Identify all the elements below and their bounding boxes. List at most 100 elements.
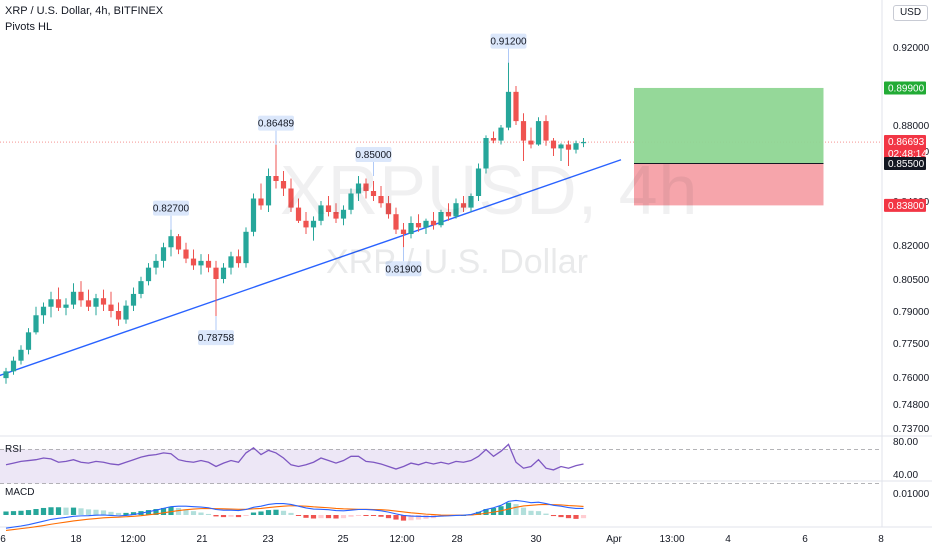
macd-histogram-bar	[558, 515, 564, 518]
candle	[355, 176, 362, 201]
candle	[528, 127, 534, 149]
y-tick-label: 0.79000	[893, 307, 930, 318]
x-tick-label: 30	[530, 534, 542, 545]
trendline	[0, 159, 622, 377]
macd-histogram-bar	[123, 512, 129, 515]
macd-histogram-bar	[130, 512, 137, 515]
candle	[550, 138, 557, 156]
indicator-label[interactable]: Pivots HL	[5, 21, 53, 33]
candle-body	[288, 188, 294, 208]
macd-histogram-bar	[10, 511, 17, 515]
candle	[565, 140, 572, 166]
price-label-text: 0.86693	[888, 137, 925, 148]
candle-body	[445, 212, 452, 217]
candle	[160, 242, 167, 268]
candle-body	[453, 203, 459, 217]
pivot-label: 0.78758	[198, 333, 235, 344]
candle	[183, 242, 189, 264]
pivot-label-box	[198, 330, 234, 346]
candle-body	[40, 306, 47, 316]
macd-histogram-bar	[573, 515, 579, 519]
price-label-target	[884, 81, 926, 95]
macd-histogram-bar	[48, 507, 54, 515]
rsi-pane-label[interactable]: RSI	[5, 444, 22, 455]
macd-histogram-bar	[25, 510, 32, 515]
macd-histogram-bar	[160, 507, 167, 515]
candle	[33, 306, 39, 335]
macd-histogram-bar	[408, 515, 414, 521]
candle-body	[520, 121, 527, 141]
candle-body	[363, 183, 369, 191]
candle	[400, 223, 407, 248]
candle-body	[543, 121, 549, 141]
candle-body	[93, 298, 99, 307]
candle	[78, 281, 84, 307]
pivot-label: 0.86489	[258, 119, 295, 130]
macd-histogram-bar	[190, 511, 197, 515]
candle-body	[160, 247, 167, 261]
macd-histogram-bar	[100, 510, 107, 515]
candle	[190, 249, 197, 270]
candle-body	[258, 198, 264, 206]
candle	[505, 62, 512, 131]
candle-body	[498, 127, 504, 141]
macd-pane-label[interactable]: MACD	[5, 487, 35, 498]
macd-histogram-bar	[55, 507, 62, 515]
candle	[228, 251, 234, 275]
candle	[220, 263, 227, 284]
macd-histogram-bar	[483, 509, 489, 515]
candle-body	[348, 193, 354, 210]
candle	[363, 178, 369, 199]
x-tick-label: 25	[337, 534, 349, 545]
macd-histogram-bar	[340, 515, 347, 519]
countdown-label: 02:48:14	[888, 149, 927, 160]
candle-body	[100, 298, 107, 305]
macd-histogram-bar	[528, 510, 534, 515]
x-tick-label: 12:00	[389, 534, 414, 545]
y-tick-label: 0.73700	[893, 424, 930, 435]
macd-histogram-bar	[78, 508, 84, 515]
candle	[408, 216, 414, 239]
candle	[40, 302, 47, 324]
candle-body	[325, 205, 332, 212]
candle-body	[340, 209, 347, 219]
candle-body	[483, 138, 489, 169]
pivot-label: 0.85000	[355, 150, 392, 161]
candle	[438, 209, 444, 228]
macd-histogram-bar	[348, 515, 354, 517]
candle	[520, 113, 527, 161]
macd-histogram-bar	[235, 515, 242, 518]
candle	[325, 196, 332, 217]
candle	[370, 181, 377, 201]
macd-histogram-bar	[355, 515, 362, 516]
candle	[543, 115, 549, 146]
macd-histogram-bar	[40, 507, 47, 515]
candle-body	[70, 291, 77, 305]
candle	[295, 198, 302, 223]
candle-body	[220, 267, 227, 279]
candle	[168, 229, 174, 257]
price-label-text: 0.85500	[888, 159, 925, 170]
x-tick-label: 13:00	[659, 534, 684, 545]
candle	[498, 125, 504, 145]
candle	[265, 168, 272, 212]
candle-body	[460, 203, 467, 208]
candle	[18, 345, 24, 365]
macd-histogram-bar	[228, 515, 234, 517]
y-tick-label: 0.76000	[893, 373, 930, 384]
candle-body	[370, 191, 377, 196]
candle	[10, 356, 17, 375]
candle	[100, 289, 107, 311]
candle-body	[273, 176, 279, 181]
candle	[340, 205, 347, 226]
y-tick-label: 0.88000	[893, 121, 930, 132]
pivot-label: 0.81900	[385, 264, 422, 275]
currency-button[interactable]: USD	[893, 5, 928, 21]
candle	[423, 218, 429, 234]
macd-histogram-bar	[205, 513, 212, 515]
candle	[490, 131, 497, 144]
x-tick-label: 4	[725, 534, 731, 545]
symbol-title[interactable]: XRP / U.S. Dollar, 4h, BITFINEX	[5, 5, 164, 17]
